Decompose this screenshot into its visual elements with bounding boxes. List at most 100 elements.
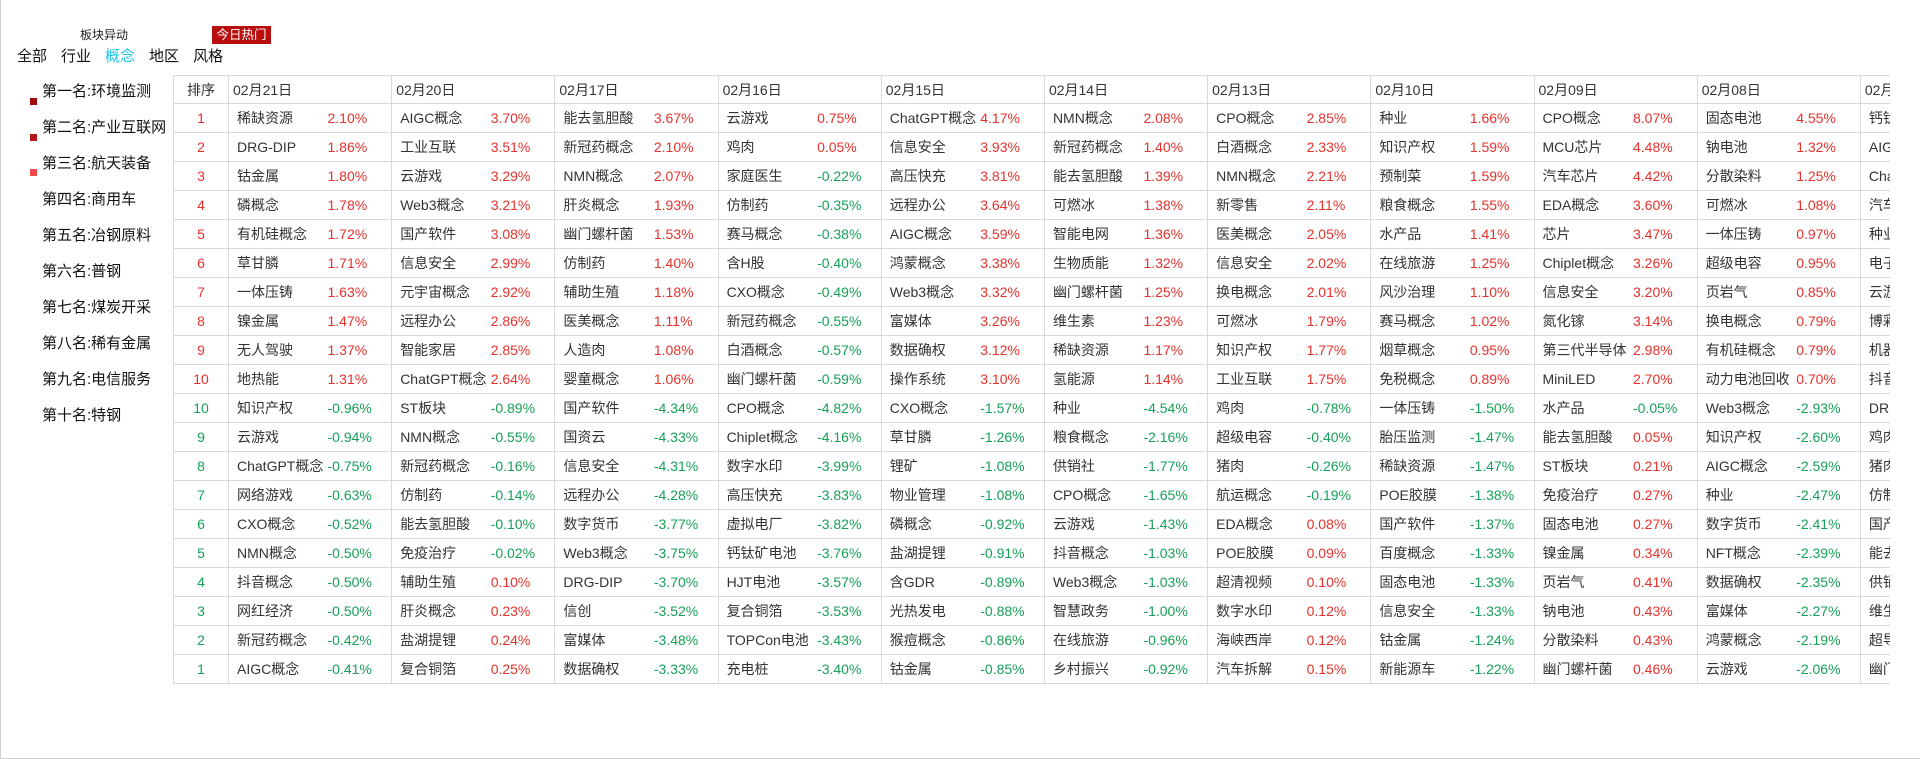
concept-name[interactable]: 数字货币 [1696,509,1796,539]
concept-name[interactable]: 钠电池 [1533,596,1632,626]
concept-name[interactable]: 国产软件 [554,393,653,423]
concept-name[interactable]: 高压快充 [880,161,980,191]
concept-name[interactable]: AIGC概念 [228,654,327,684]
concept-name[interactable]: 超导 [1859,625,1890,655]
concept-name[interactable]: 云游戏 [228,422,327,452]
concept-name[interactable]: 复合铜箔 [391,654,490,684]
concept-name[interactable]: ST板块 [1533,451,1632,481]
concept-name[interactable]: 无人驾驶 [228,335,327,365]
concept-name[interactable]: 幽门螺杆菌 [1043,277,1143,307]
concept-name[interactable]: 分散染料 [1533,625,1632,655]
concept-name[interactable]: 电子 [1859,248,1890,278]
ranking-item[interactable]: 第四名:商用车 [42,191,137,208]
concept-name[interactable]: NFT概念 [1696,538,1796,568]
concept-name[interactable]: 猪肉 [1207,451,1306,481]
concept-name[interactable]: 胎压监测 [1370,422,1469,452]
concept-name[interactable]: POE胶膜 [1207,538,1306,568]
concept-name[interactable]: 信息安全 [880,132,980,162]
concept-name[interactable]: 新零售 [1207,190,1306,220]
tab-all[interactable]: 全部 [17,48,48,65]
concept-name[interactable]: 能去氢胆酸 [391,509,490,539]
concept-name[interactable]: 网红经济 [228,596,327,626]
concept-name[interactable]: 抖音 [1859,364,1890,394]
concept-name[interactable]: 种业 [1370,103,1469,133]
concept-name[interactable]: 辅助生殖 [391,567,490,597]
concept-name[interactable]: 免税概念 [1370,364,1469,394]
concept-name[interactable]: Chiplet概念 [717,422,817,452]
concept-name[interactable]: 虚拟电厂 [717,509,817,539]
concept-name[interactable]: 充电桩 [717,654,817,684]
concept-name[interactable]: 镍金属 [1533,538,1632,568]
concept-name[interactable]: 含GDR [880,567,980,597]
concept-name[interactable]: 稀缺资源 [228,103,327,133]
concept-name[interactable]: 知识产权 [1207,335,1306,365]
concept-name[interactable]: AIGC概念 [880,219,980,249]
concept-name[interactable]: 云游戏 [1696,654,1796,684]
concept-name[interactable]: 幽门螺杆菌 [1533,654,1632,684]
concept-name[interactable]: 钴金属 [1370,625,1469,655]
concept-name[interactable]: 智慧政务 [1043,596,1143,626]
concept-name[interactable]: 云游戏 [717,103,817,133]
concept-name[interactable]: 仿制 [1859,480,1890,510]
ranking-item[interactable]: 第七名:煤炭开采 [42,299,152,316]
concept-name[interactable]: 预制菜 [1370,161,1469,191]
concept-name[interactable]: 远程办公 [554,480,653,510]
concept-name[interactable]: 婴童概念 [554,364,653,394]
concept-name[interactable]: 海峡西岸 [1207,625,1306,655]
concept-name[interactable]: 种业 [1696,480,1796,510]
ranking-item[interactable]: 第一名:环境监测 [42,83,152,100]
concept-name[interactable]: 工业互联 [1207,364,1306,394]
concept-name[interactable]: 肝炎概念 [554,190,653,220]
concept-name[interactable]: 数据确权 [880,335,980,365]
concept-name[interactable]: 智能电网 [1043,219,1143,249]
concept-name[interactable]: DRG-DIP [554,567,653,597]
concept-name[interactable]: 免疫治疗 [391,538,490,568]
tab-style[interactable]: 风格 [193,48,224,65]
concept-name[interactable]: EDA概念 [1207,509,1306,539]
concept-name[interactable]: 物业管理 [880,480,980,510]
concept-name[interactable]: TOPCon电池 [717,625,817,655]
concept-name[interactable]: 氮化镓 [1533,306,1632,336]
concept-name[interactable]: 能去 [1859,538,1890,568]
concept-name[interactable]: CPO概念 [1207,103,1306,133]
concept-name[interactable]: 钙钛矿电池 [717,538,817,568]
tab-region[interactable]: 地区 [149,48,180,65]
concept-name[interactable]: DRC [1859,393,1890,423]
concept-name[interactable]: CPO概念 [1043,480,1143,510]
concept-name[interactable]: 信息安全 [1533,277,1632,307]
concept-name[interactable]: 换电概念 [1696,306,1796,336]
concept-name[interactable]: CXO概念 [880,393,980,423]
concept-name[interactable]: Web3概念 [1043,567,1143,597]
tab-concept[interactable]: 概念 [105,48,136,65]
concept-name[interactable]: 磷概念 [880,509,980,539]
concept-name[interactable]: 锂矿 [880,451,980,481]
concept-name[interactable]: 信息安全 [1207,248,1306,278]
concept-name[interactable]: ChatGPT概念 [880,103,980,133]
concept-name[interactable]: 远程办公 [391,306,490,336]
concept-name[interactable]: 白酒概念 [1207,132,1306,162]
concept-name[interactable]: 风沙治理 [1370,277,1469,307]
concept-name[interactable]: 博彩 [1859,306,1890,336]
concept-name[interactable]: 赛马概念 [717,219,817,249]
concept-name[interactable]: 种业 [1043,393,1143,423]
concept-name[interactable]: 动力电池回收 [1696,364,1796,394]
concept-name[interactable]: 仿制药 [717,190,817,220]
concept-name[interactable]: CPO概念 [1533,103,1632,133]
concept-name[interactable]: 肝炎概念 [391,596,490,626]
concept-name[interactable]: 汽车 [1859,190,1890,220]
concept-name[interactable]: 鸿蒙概念 [880,248,980,278]
concept-name[interactable]: 含H股 [717,248,817,278]
concept-name[interactable]: 白酒概念 [717,335,817,365]
concept-name[interactable]: 水产品 [1533,393,1632,423]
concept-name[interactable]: 钴金属 [228,161,327,191]
concept-name[interactable]: 一体压铸 [228,277,327,307]
concept-name[interactable]: 辅助生殖 [554,277,653,307]
concept-name[interactable]: 抖音概念 [1043,538,1143,568]
concept-name[interactable]: 复合铜箔 [717,596,817,626]
concept-name[interactable]: 国资云 [554,422,653,452]
concept-name[interactable]: 第三代半导体 [1533,335,1632,365]
concept-name[interactable]: 粮食概念 [1370,190,1469,220]
concept-name[interactable]: 元宇宙概念 [391,277,490,307]
concept-name[interactable]: 汽车拆解 [1207,654,1306,684]
concept-name[interactable]: 智能家居 [391,335,490,365]
